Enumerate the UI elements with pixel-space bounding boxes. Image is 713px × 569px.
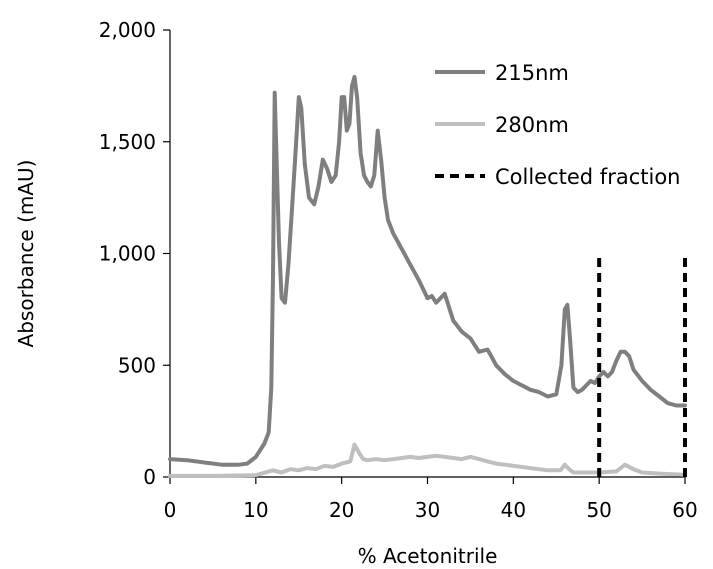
y-tick-label: 1,500 xyxy=(99,130,156,154)
series-layer xyxy=(168,74,687,478)
x-tick-label: 30 xyxy=(415,498,440,522)
axes: 0 500 1,000 1,500 2,000 0 10 20 30 40 50 60 xyxy=(99,18,698,522)
y-tick-label: 500 xyxy=(118,353,156,377)
legend-label: Collected fraction xyxy=(495,165,680,189)
x-tick-label: 0 xyxy=(164,498,177,522)
y-tick-label: 0 xyxy=(143,465,156,489)
x-tick-label: 40 xyxy=(501,498,526,522)
y-axis-title: Absorbance (mAU) xyxy=(14,160,38,348)
x-tick-label: 50 xyxy=(586,498,611,522)
x-axis-title: % Acetonitrile xyxy=(358,544,498,568)
legend: 215nm 280nm Collected fraction xyxy=(435,61,680,189)
x-tick-label: 10 xyxy=(243,498,268,522)
y-tick-label: 2,000 xyxy=(99,18,156,42)
series-line-1 xyxy=(168,442,687,478)
x-tick-label: 60 xyxy=(672,498,697,522)
series-line-0 xyxy=(168,74,687,467)
x-tick-label: 20 xyxy=(329,498,354,522)
legend-label: 280nm xyxy=(495,113,569,137)
y-tick-label: 1,000 xyxy=(99,242,156,266)
legend-label: 215nm xyxy=(495,61,569,85)
